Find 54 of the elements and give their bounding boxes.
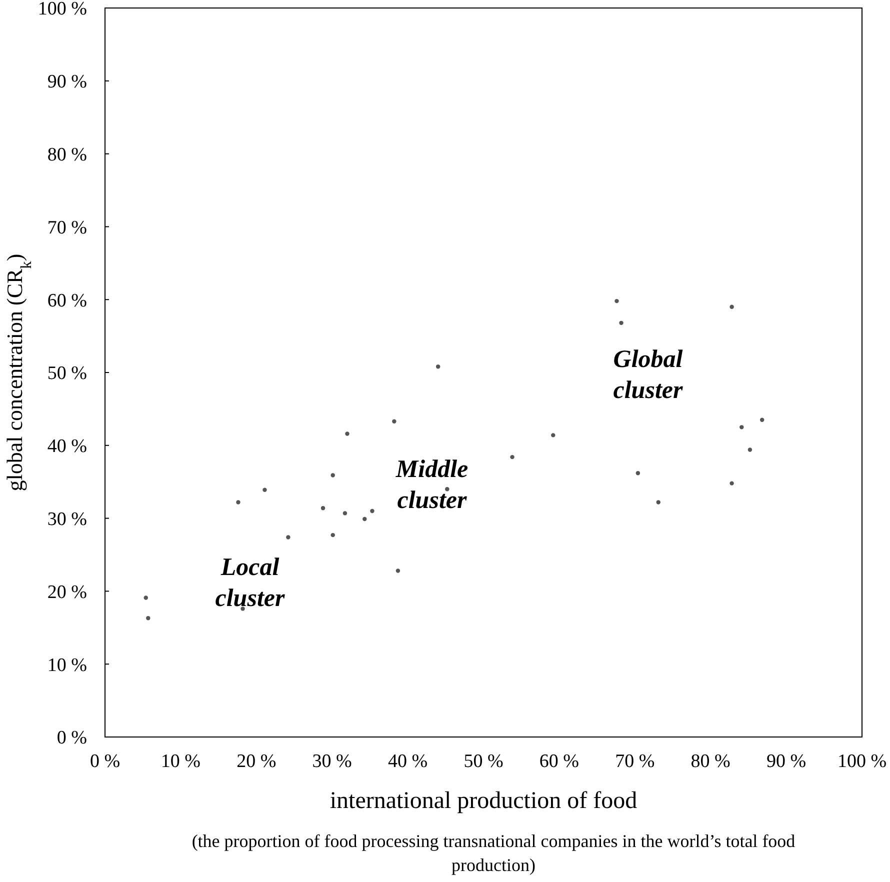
x-tick-label: 0 % — [90, 751, 120, 772]
point — [510, 454, 514, 460]
point — [392, 419, 396, 424]
point — [330, 532, 335, 538]
point — [330, 473, 335, 478]
point — [370, 508, 374, 514]
y-tick-label: 100 % — [38, 0, 88, 20]
point — [144, 596, 148, 600]
x-tick-label: 90 % — [766, 751, 806, 772]
y-tick-label: 10 % — [47, 654, 88, 676]
y-tick-label: 0 % — [56, 728, 88, 749]
y-tick-label: 60 % — [47, 290, 88, 312]
point — [619, 320, 624, 326]
annotation: Global cluster — [613, 346, 683, 404]
point — [286, 535, 290, 540]
x-tick-label: 50 % — [464, 751, 504, 772]
x-tick-label: 70 % — [615, 751, 655, 772]
y-tick-label: 40 % — [47, 436, 88, 458]
x-tick-label: 80 % — [690, 751, 731, 772]
point — [345, 432, 350, 436]
point — [614, 298, 619, 304]
point — [740, 425, 744, 430]
point — [262, 488, 267, 492]
point — [551, 433, 556, 438]
x-tick-label: 30 % — [312, 751, 352, 772]
y-tick-label: 80 % — [47, 144, 88, 166]
point — [748, 448, 752, 452]
y-tick-label: 70 % — [47, 217, 88, 238]
annotation: Middle cluster — [394, 456, 468, 514]
point — [362, 516, 367, 522]
annotation: Local cluster — [215, 554, 285, 612]
point — [342, 511, 348, 516]
x-tick-label: 60 % — [539, 751, 580, 772]
y-tick-label: 50 % — [47, 363, 88, 384]
x-tick-label: 20 % — [236, 751, 276, 772]
x-tick-label: 100 % — [837, 751, 887, 772]
x-axis-title: international production of food — [330, 788, 638, 814]
point — [236, 500, 240, 504]
x-tick-label: 40 % — [388, 751, 428, 772]
x-tick-label: 10 % — [160, 751, 201, 772]
point — [730, 481, 734, 486]
point — [730, 304, 734, 309]
point — [656, 500, 660, 504]
y-tick-label: 90 % — [47, 72, 88, 93]
text: (the proportion of food processing transnational companies in the world’s total food production) — [192, 831, 796, 875]
point — [396, 568, 400, 573]
point — [320, 506, 326, 510]
y-tick-label: 30 % — [47, 508, 88, 530]
point — [436, 364, 440, 369]
point — [240, 606, 245, 611]
y-tick-label: 20 % — [47, 582, 88, 603]
point — [636, 470, 640, 476]
point — [760, 418, 764, 422]
point — [146, 616, 150, 620]
